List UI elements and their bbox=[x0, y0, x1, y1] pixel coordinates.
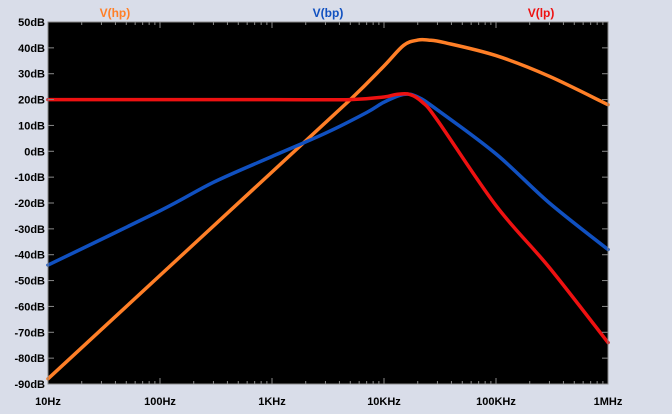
x-tick-label-5: 1MHz bbox=[594, 396, 623, 408]
tick-layer bbox=[47, 21, 609, 385]
x-tick-label-1: 100Hz bbox=[144, 396, 176, 408]
series-line-1 bbox=[46, 92, 610, 267]
x-tick-label-4: 100KHz bbox=[476, 396, 516, 408]
y-tick-label-5: 0dB bbox=[24, 146, 45, 158]
y-tick-label-3: 20dB bbox=[18, 95, 45, 107]
series-line-0 bbox=[46, 37, 610, 381]
y-tick-label-9: -40dB bbox=[14, 250, 45, 262]
y-tick-label-10: -50dB bbox=[14, 276, 45, 288]
x-tick-label-2: 1KHz bbox=[258, 396, 286, 408]
y-tick-label-12: -70dB bbox=[14, 327, 45, 339]
y-tick-labels: 50dB 40dB 30dB 20dB 10dB 0dB -10dB -20dB -30dB -4… bbox=[14, 17, 45, 391]
y-tick-label-14: -90dB bbox=[14, 379, 45, 391]
y-tick-label-0: 50dB bbox=[18, 17, 45, 29]
legend-entry-2: V(lp) bbox=[528, 6, 555, 20]
y-tick-label-11: -60dB bbox=[14, 301, 45, 313]
legend-entry-1: V(bp) bbox=[313, 6, 344, 20]
x-tick-labels: 10Hz 100Hz 1KHz 10KHz 100KHz 1MHz bbox=[35, 396, 623, 408]
y-tick-label-7: -20dB bbox=[14, 198, 45, 210]
series-layer bbox=[46, 37, 610, 381]
y-tick-label-8: -30dB bbox=[14, 224, 45, 236]
x-tick-label-0: 10Hz bbox=[35, 396, 61, 408]
x-tick-label-3: 10KHz bbox=[367, 396, 401, 408]
plot-area bbox=[48, 22, 608, 384]
y-tick-label-2: 30dB bbox=[18, 69, 45, 81]
y-tick-label-6: -10dB bbox=[14, 172, 45, 184]
legend: V(hp) V(bp) V(lp) bbox=[100, 6, 555, 20]
legend-entry-0: V(hp) bbox=[100, 6, 131, 20]
series-line-2 bbox=[46, 91, 610, 345]
y-tick-label-1: 40dB bbox=[18, 43, 45, 55]
y-tick-label-13: -80dB bbox=[14, 353, 45, 365]
y-tick-label-4: 10dB bbox=[18, 120, 45, 132]
